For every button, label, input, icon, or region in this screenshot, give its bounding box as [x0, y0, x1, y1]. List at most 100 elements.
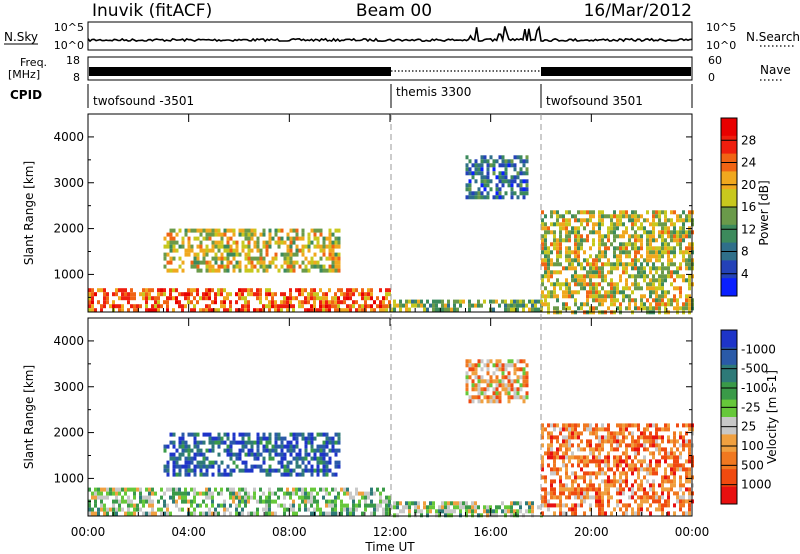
- data-cell-3: [613, 286, 616, 291]
- data-cell-3: [556, 210, 559, 215]
- data-cell-0: [340, 511, 343, 516]
- noise-panel: N.Sky 10^5 10^0 10^5 10^0 N.Search: [4, 21, 800, 52]
- data-cell-1: [289, 460, 293, 465]
- data-cell-1: [313, 232, 317, 237]
- data-cell-4: [516, 391, 520, 396]
- data-cell-0: [241, 288, 244, 293]
- data-cell-3: [631, 511, 634, 516]
- data-cell-3: [544, 451, 547, 456]
- data-cell-4: [465, 375, 469, 380]
- data-cell-0: [196, 503, 199, 508]
- data-cell-3: [544, 286, 547, 291]
- data-cell-3: [556, 467, 559, 472]
- data-cell-3: [595, 427, 598, 432]
- data-cell-1: [310, 256, 314, 261]
- data-cell-3: [643, 258, 646, 263]
- data-cell-3: [571, 443, 574, 448]
- data-cell-4: [495, 175, 499, 180]
- data-cell-3: [685, 443, 688, 448]
- data-cell-0: [94, 495, 97, 500]
- data-cell-3: [640, 467, 643, 472]
- data-cell-4: [519, 395, 523, 400]
- data-cell-3: [634, 254, 637, 259]
- data-cell-0: [265, 296, 268, 301]
- data-cell-3: [613, 439, 616, 444]
- data-cell-0: [217, 292, 220, 297]
- data-cell-3: [628, 274, 631, 279]
- data-cell-0: [349, 292, 352, 297]
- data-cell-3: [661, 507, 664, 512]
- data-cell-2: [441, 509, 444, 514]
- data-cell-3: [556, 298, 559, 303]
- data-cell-2: [420, 299, 423, 304]
- data-cell-1: [187, 248, 191, 253]
- data-cell-3: [640, 262, 643, 267]
- data-cell-3: [679, 250, 682, 255]
- data-cell-4: [474, 367, 478, 372]
- data-cell-0: [346, 296, 349, 301]
- data-cell-3: [568, 306, 571, 311]
- data-cell-3: [622, 298, 625, 303]
- data-cell-1: [181, 268, 185, 273]
- nave-tick-top: 60: [708, 54, 722, 67]
- data-cell-0: [124, 487, 127, 492]
- data-cell-3: [583, 210, 586, 215]
- data-cell-3: [553, 262, 556, 267]
- data-cell-3: [616, 214, 619, 219]
- data-cell-3: [550, 483, 553, 488]
- data-cell-2: [426, 509, 429, 514]
- data-cell-1: [307, 436, 311, 441]
- data-cell-1: [292, 236, 296, 241]
- data-cell-3: [655, 214, 658, 219]
- data-cell-3: [643, 467, 646, 472]
- data-cell-3: [688, 282, 691, 287]
- data-cell-1: [322, 448, 326, 453]
- data-cell-3: [619, 234, 622, 239]
- data-cell-0: [100, 499, 103, 504]
- data-cell-0: [91, 300, 94, 305]
- data-cell-3: [562, 463, 565, 468]
- data-cell-3: [664, 306, 667, 311]
- data-cell-4: [501, 155, 505, 160]
- data-cell-3: [634, 306, 637, 311]
- data-cell-3: [586, 487, 589, 492]
- data-cell-0: [253, 511, 256, 516]
- data-cell-1: [208, 232, 212, 237]
- data-cell-1: [229, 236, 233, 241]
- data-cell-1: [307, 452, 311, 457]
- data-cell-4: [486, 195, 490, 200]
- data-cell-3: [646, 467, 649, 472]
- data-cell-3: [649, 258, 652, 263]
- data-cell-1: [190, 448, 194, 453]
- data-cell-1: [313, 452, 317, 457]
- data-cell-3: [640, 234, 643, 239]
- data-cell-1: [211, 464, 215, 469]
- data-cell-3: [610, 214, 613, 219]
- data-cell-1: [229, 244, 233, 249]
- data-cell-2: [417, 299, 420, 304]
- data-cell-2: [441, 303, 444, 308]
- data-cell-3: [619, 431, 622, 436]
- data-cell-1: [280, 464, 284, 469]
- data-cell-0: [343, 491, 346, 496]
- data-cell-3: [550, 262, 553, 267]
- data-cell-3: [619, 290, 622, 295]
- data-cell-0: [292, 511, 295, 516]
- data-cell-3: [688, 451, 691, 456]
- data-cell-1: [247, 252, 251, 257]
- data-cell-1: [295, 260, 299, 265]
- data-cell-0: [310, 292, 313, 297]
- data-cell-1: [283, 436, 287, 441]
- data-cell-3: [667, 270, 670, 275]
- data-cell-3: [643, 218, 646, 223]
- data-cell-3: [586, 294, 589, 299]
- data-cell-3: [577, 443, 580, 448]
- data-cell-1: [304, 452, 308, 457]
- data-cell-0: [166, 503, 169, 508]
- data-cell-0: [355, 507, 358, 512]
- data-cell-3: [637, 487, 640, 492]
- data-cell-2: [471, 501, 474, 506]
- data-cell-1: [205, 252, 209, 257]
- data-cell-3: [607, 479, 610, 484]
- data-cell-1: [235, 452, 239, 457]
